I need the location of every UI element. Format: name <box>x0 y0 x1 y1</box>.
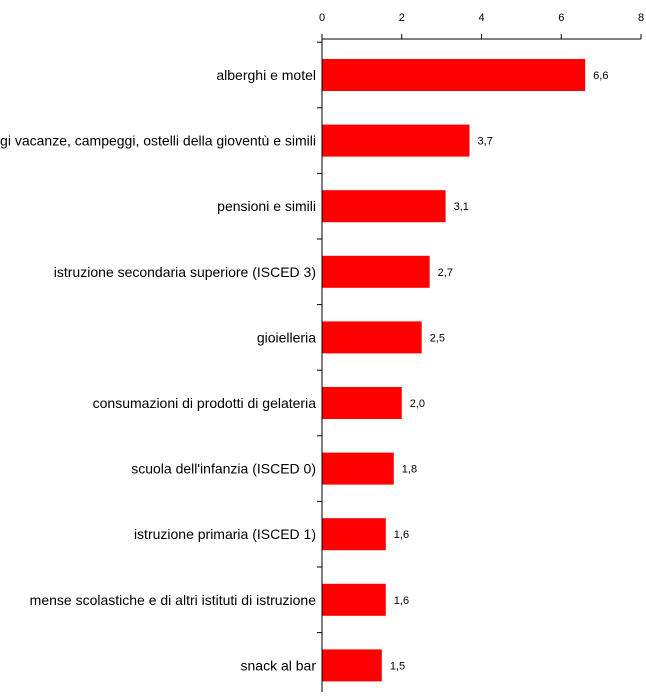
bar <box>322 190 446 223</box>
bar <box>322 649 382 682</box>
category-label: istruzione primaria (ISCED 1) <box>134 526 316 542</box>
category-label: gioielleria <box>257 329 316 345</box>
bar <box>322 59 586 91</box>
data-label: 2,0 <box>410 398 425 410</box>
x-tick-label: 8 <box>638 12 644 24</box>
bar <box>322 321 422 354</box>
data-label: 1,8 <box>402 464 417 476</box>
x-tick-label: 4 <box>478 12 484 24</box>
data-label: 6,6 <box>593 70 608 82</box>
category-label: consumazioni di prodotti di gelateria <box>93 395 317 411</box>
category-label: istruzione secondaria superiore (ISCED 3… <box>54 264 316 280</box>
data-label: 2,5 <box>430 332 445 344</box>
x-tick-label: 0 <box>319 12 325 24</box>
data-label: 1,5 <box>390 660 405 672</box>
bar <box>322 387 402 419</box>
category-label: alberghi e motel <box>216 67 316 83</box>
data-label: 3,7 <box>478 136 493 148</box>
category-label: mense scolastiche e di altri istituti di… <box>30 592 317 608</box>
bar <box>322 124 470 157</box>
x-tick-label: 6 <box>558 12 564 24</box>
category-label: snack al bar <box>241 657 317 673</box>
data-label: 3,1 <box>454 201 469 213</box>
category-label: scuola dell'infanzia (ISCED 0) <box>131 461 316 477</box>
bar <box>322 583 386 616</box>
category-label: villaggi vacanze, campeggi, ostelli dell… <box>0 133 316 149</box>
bar <box>322 518 386 551</box>
bar <box>322 255 430 288</box>
x-tick-label: 2 <box>399 12 405 24</box>
data-label: 1,6 <box>394 595 409 607</box>
data-label: 1,6 <box>394 529 409 541</box>
bar <box>322 452 394 485</box>
data-label: 2,7 <box>438 267 453 279</box>
category-label: pensioni e simili <box>217 198 316 214</box>
